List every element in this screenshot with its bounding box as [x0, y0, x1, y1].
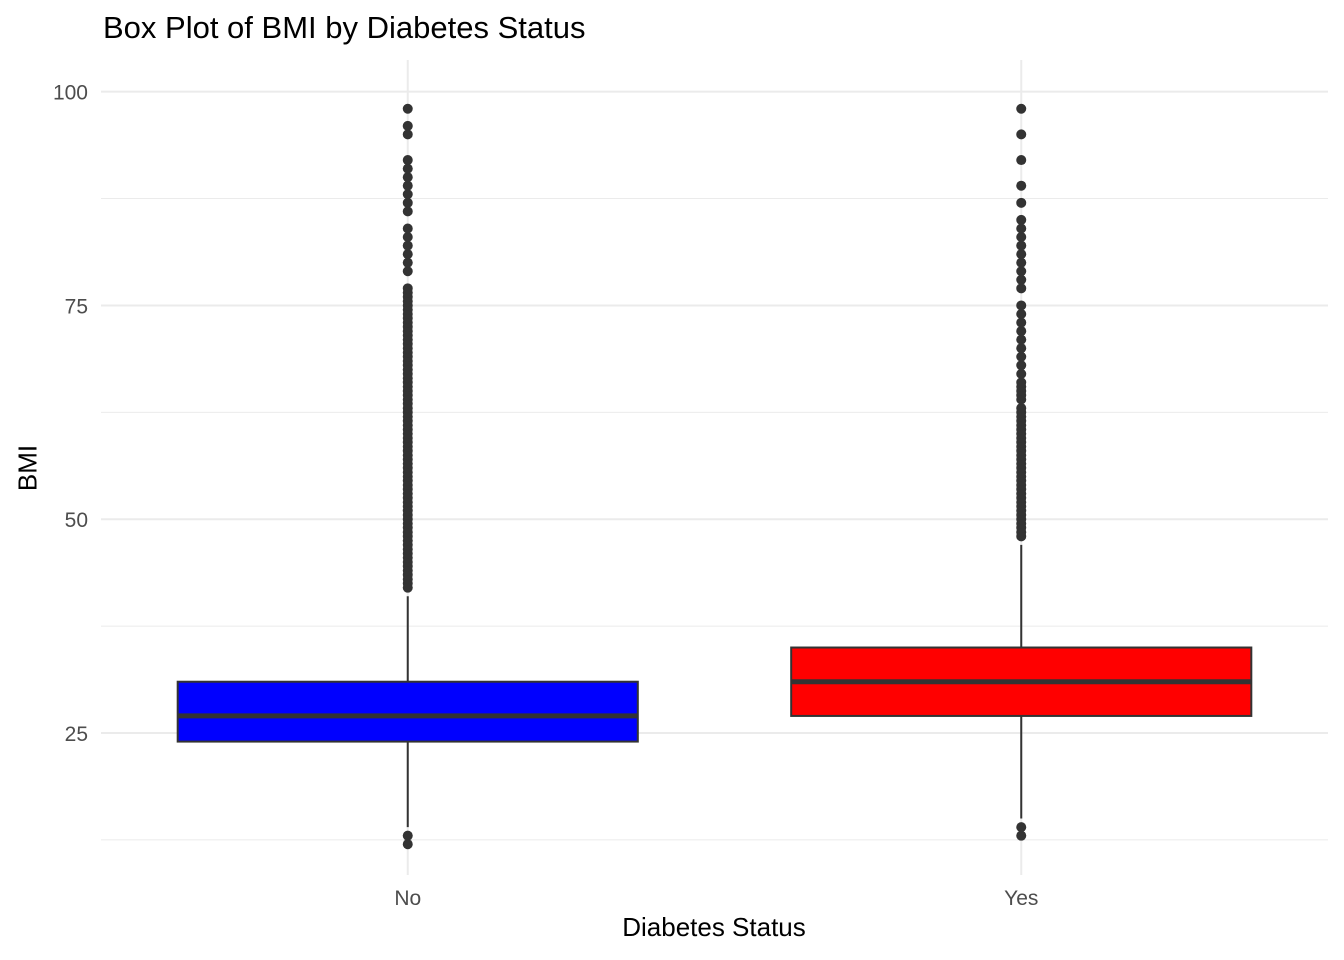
y-tick-labels: 25 50 75 100: [53, 82, 88, 746]
outlier-point: [1016, 214, 1027, 225]
x-tick-label: No: [394, 887, 421, 910]
y-tick-label: 100: [53, 82, 88, 105]
outlier-point: [1016, 232, 1027, 243]
outlier-point: [402, 120, 413, 131]
y-tick-label: 75: [65, 295, 88, 318]
outlier-point: [402, 206, 413, 217]
outlier-point: [1016, 197, 1027, 208]
outlier-point: [402, 240, 413, 251]
outlier-point: [1016, 351, 1027, 362]
outlier-point: [1016, 249, 1027, 260]
outlier-point: [402, 266, 413, 277]
outlier-point: [1016, 129, 1027, 140]
x-tick-label: Yes: [1004, 887, 1038, 910]
y-tick-label: 25: [65, 723, 88, 746]
outlier-point: [1016, 274, 1027, 285]
box-no: [176, 103, 639, 850]
outlier-point: [1016, 360, 1027, 371]
iqr-box: [176, 680, 639, 743]
outlier-point: [402, 257, 413, 268]
outlier-point: [1016, 403, 1027, 414]
x-axis-label: Diabetes Status: [622, 912, 806, 942]
outlier-point: [1016, 308, 1027, 319]
outlier-point: [402, 172, 413, 183]
outlier-point: [402, 155, 413, 166]
outlier-point: [1016, 830, 1027, 841]
chart-title: Box Plot of BMI by Diabetes Status: [103, 10, 586, 45]
outlier-point: [402, 283, 413, 294]
outlier-point: [1016, 343, 1027, 354]
outlier-point: [402, 189, 413, 200]
outlier-point: [402, 197, 413, 208]
x-tick-labels: No Yes: [394, 887, 1038, 910]
boxes: [176, 103, 1253, 850]
outlier-point: [1016, 317, 1027, 328]
outlier-point: [1016, 368, 1027, 379]
outlier-point: [1016, 300, 1027, 311]
outlier-point: [1016, 326, 1027, 337]
outlier-point: [1016, 180, 1027, 191]
outlier-point: [1016, 266, 1027, 277]
outlier-point: [402, 839, 413, 850]
minor-gridlines: [101, 198, 1328, 841]
y-tick-label: 50: [65, 509, 88, 532]
major-gridlines: [101, 60, 1328, 875]
outlier-point: [1016, 240, 1027, 251]
outlier-point: [1016, 334, 1027, 345]
outlier-point: [1016, 257, 1027, 268]
outlier-point: [1016, 377, 1027, 388]
outlier-point: [402, 232, 413, 243]
outlier-point: [1016, 155, 1027, 166]
outlier-point: [402, 249, 413, 260]
box-yes: [790, 103, 1253, 841]
outlier-point: [402, 180, 413, 191]
outlier-point: [402, 223, 413, 234]
outlier-point: [402, 103, 413, 114]
outlier-point: [1016, 283, 1027, 294]
outlier-point: [402, 129, 413, 140]
outlier-point: [1016, 103, 1027, 114]
outlier-point: [1016, 223, 1027, 234]
outlier-point: [402, 163, 413, 174]
outlier-point: [1016, 822, 1027, 833]
outlier-point: [402, 830, 413, 841]
